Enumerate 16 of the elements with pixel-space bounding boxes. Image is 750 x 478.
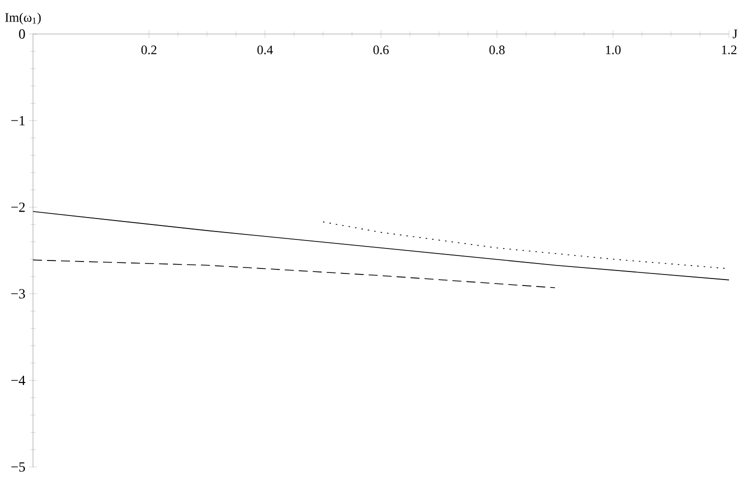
- line-series: [32, 211, 730, 280]
- x-axis-title: J: [732, 30, 738, 38]
- x-tick-label: 0.8: [489, 46, 505, 54]
- y-axis-title: Im(ω$_{1}$): [5, 12, 41, 24]
- x-tick-label: 0.4: [257, 46, 273, 54]
- y-tick-label: −3: [11, 289, 25, 298]
- x-tick-label: 0.2: [141, 46, 156, 54]
- y-tick-label: −2: [11, 202, 25, 212]
- x-tick-label: 1.0: [606, 46, 621, 54]
- x-tick-label: 0.6: [373, 46, 389, 54]
- y-tick-label: 0: [19, 29, 25, 39]
- y-tick-label: −4: [11, 376, 26, 385]
- x-tick-label: 1.2: [722, 46, 736, 54]
- y-tick-label: −1: [11, 116, 25, 126]
- line-series: [32, 260, 556, 288]
- y-tick-label: −5: [11, 462, 25, 472]
